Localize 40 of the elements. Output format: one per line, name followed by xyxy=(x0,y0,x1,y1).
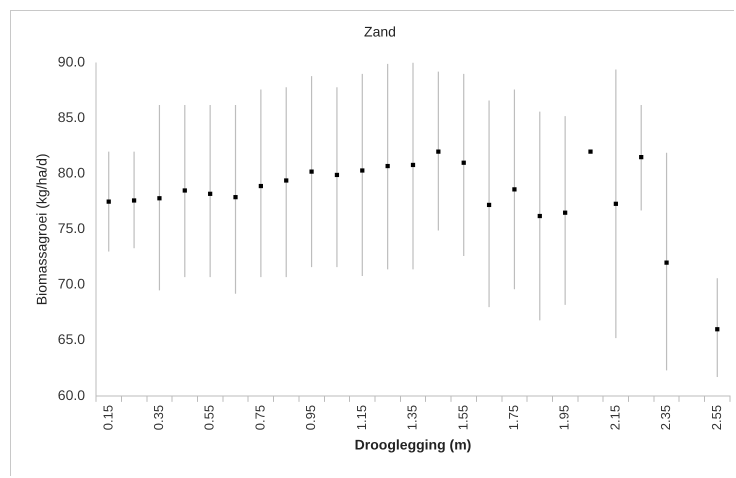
point xyxy=(563,210,568,215)
x-tick-label: 2.35 xyxy=(658,404,674,430)
point xyxy=(614,202,618,206)
x-tick-label: 1.15 xyxy=(354,404,369,430)
point xyxy=(538,214,542,218)
point xyxy=(157,196,162,200)
point xyxy=(386,164,390,168)
point xyxy=(639,155,644,160)
point xyxy=(664,260,669,265)
point xyxy=(360,168,364,173)
x-tick-label: 0.75 xyxy=(252,404,268,430)
y-tick-label: 60.0 xyxy=(58,386,86,403)
y-tick-label: 75.0 xyxy=(58,220,86,236)
x-tick-label: 1.55 xyxy=(455,404,470,430)
x-tick-label: 0.35 xyxy=(151,404,166,430)
y-axis-title: Biomassagroei (kg/ha/d) xyxy=(33,153,50,306)
y-tick-label: 90.0 xyxy=(58,54,86,70)
point xyxy=(462,160,466,165)
point xyxy=(208,192,212,196)
point xyxy=(436,150,440,154)
point xyxy=(715,327,720,332)
x-tick-label: 1.95 xyxy=(556,404,572,430)
y-tick-label: 70.0 xyxy=(58,276,86,292)
x-tick-label: 2.15 xyxy=(607,404,622,430)
y-tick-label: 85.0 xyxy=(58,109,86,126)
x-tick-label: 2.55 xyxy=(708,404,724,430)
x-tick-label: 0.95 xyxy=(303,404,318,430)
point xyxy=(233,195,238,200)
point xyxy=(106,199,111,204)
point xyxy=(284,178,288,183)
point xyxy=(182,188,187,193)
x-tick-label: 1.35 xyxy=(404,404,420,430)
y-tick-label: 80.0 xyxy=(58,164,86,181)
chart-title: Zand xyxy=(364,23,396,40)
x-tick-label: 0.15 xyxy=(100,404,116,430)
y-tick-label: 65.0 xyxy=(58,331,86,348)
x-tick-label: 0.55 xyxy=(202,404,217,430)
x-tick-label: 1.75 xyxy=(506,404,522,430)
x-axis-title: Drooglegging (m) xyxy=(354,436,472,452)
point xyxy=(258,184,263,188)
